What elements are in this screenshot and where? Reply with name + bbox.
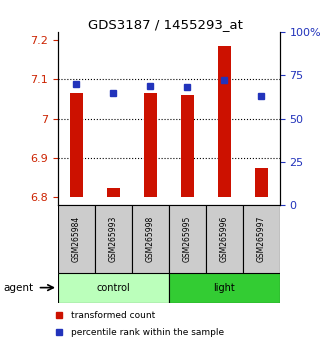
Bar xyxy=(58,205,95,273)
Text: transformed count: transformed count xyxy=(71,311,155,320)
Bar xyxy=(169,205,206,273)
Bar xyxy=(95,205,132,273)
Bar xyxy=(107,188,120,198)
Bar xyxy=(181,95,194,198)
Text: GDS3187 / 1455293_at: GDS3187 / 1455293_at xyxy=(88,18,243,31)
Bar xyxy=(132,205,169,273)
Bar xyxy=(58,273,169,303)
Bar xyxy=(206,205,243,273)
Text: GSM265996: GSM265996 xyxy=(220,216,229,262)
Text: GSM265998: GSM265998 xyxy=(146,216,155,262)
Text: GSM265993: GSM265993 xyxy=(109,216,118,262)
Bar xyxy=(70,93,83,198)
Text: light: light xyxy=(213,282,235,293)
Text: agent: agent xyxy=(3,282,33,293)
Text: GSM265995: GSM265995 xyxy=(183,216,192,262)
Bar xyxy=(169,273,280,303)
Bar xyxy=(144,93,157,198)
Text: GSM265984: GSM265984 xyxy=(72,216,81,262)
Text: control: control xyxy=(97,282,130,293)
Bar xyxy=(255,168,268,198)
Text: percentile rank within the sample: percentile rank within the sample xyxy=(71,328,224,337)
Bar xyxy=(218,46,231,198)
Bar xyxy=(243,205,280,273)
Text: GSM265997: GSM265997 xyxy=(257,216,266,262)
